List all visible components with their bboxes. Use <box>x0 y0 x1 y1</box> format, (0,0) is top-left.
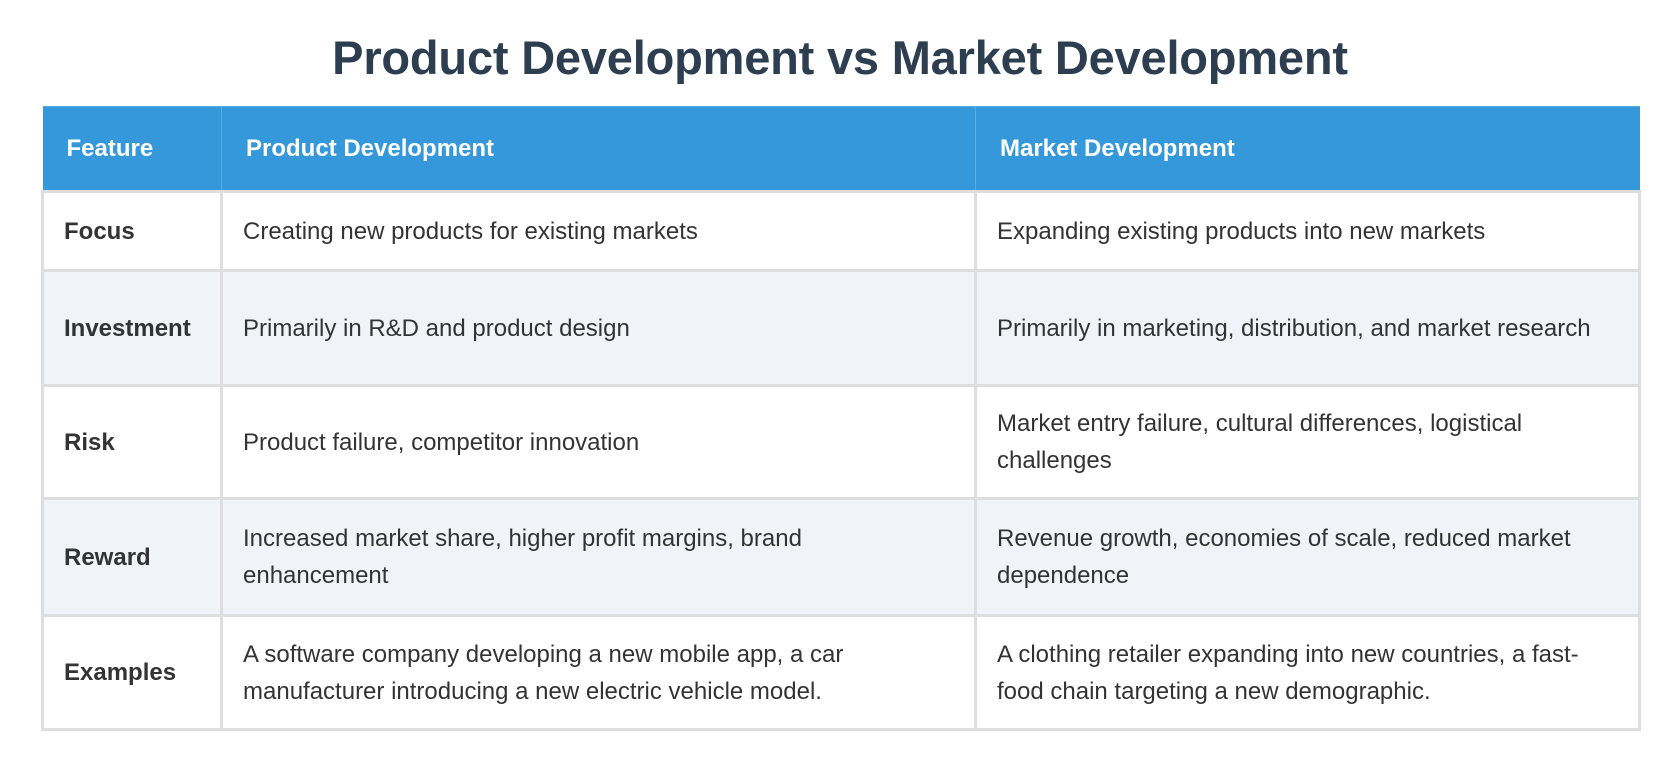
market-development-cell: Revenue growth, economies of scale, redu… <box>974 497 1641 617</box>
feature-cell: Reward <box>41 497 223 617</box>
table-header: Feature Product Development Market Devel… <box>42 106 1640 192</box>
table-row-risk: Risk Product failure, competitor innovat… <box>41 384 1641 500</box>
feature-cell: Focus <box>41 190 223 272</box>
product-development-cell: A software company developing a new mobi… <box>220 614 977 731</box>
feature-cell: Risk <box>41 384 223 500</box>
market-development-cell: A clothing retailer expanding into new c… <box>974 614 1641 731</box>
product-development-cell: Creating new products for existing marke… <box>220 190 977 272</box>
column-header-market-development: Market Development <box>975 106 1640 192</box>
table-row-reward: Reward Increased market share, higher pr… <box>41 497 1641 617</box>
product-development-cell: Product failure, competitor innovation <box>220 384 977 500</box>
comparison-table: Feature Product Development Market Devel… <box>41 106 1641 731</box>
table-row-examples: Examples A software company developing a… <box>41 614 1641 731</box>
page-title: Product Development vs Market Developmen… <box>332 31 1348 84</box>
table-row-focus: Focus Creating new products for existing… <box>41 190 1641 272</box>
product-development-cell: Increased market share, higher profit ma… <box>220 497 977 617</box>
header-row: Feature Product Development Market Devel… <box>42 106 1640 192</box>
market-development-cell: Market entry failure, cultural differenc… <box>974 384 1641 500</box>
column-header-feature: Feature <box>42 106 222 192</box>
market-development-cell: Primarily in marketing, distribution, an… <box>974 269 1641 387</box>
market-development-cell: Expanding existing products into new mar… <box>974 190 1641 272</box>
product-development-cell: Primarily in R&D and product design <box>220 269 977 387</box>
feature-cell: Examples <box>41 614 223 731</box>
column-header-product-development: Product Development <box>221 106 976 192</box>
table-row-investment: Investment Primarily in R&D and product … <box>41 269 1641 387</box>
feature-cell: Investment <box>41 269 223 387</box>
table-body: Focus Creating new products for existing… <box>41 190 1641 731</box>
